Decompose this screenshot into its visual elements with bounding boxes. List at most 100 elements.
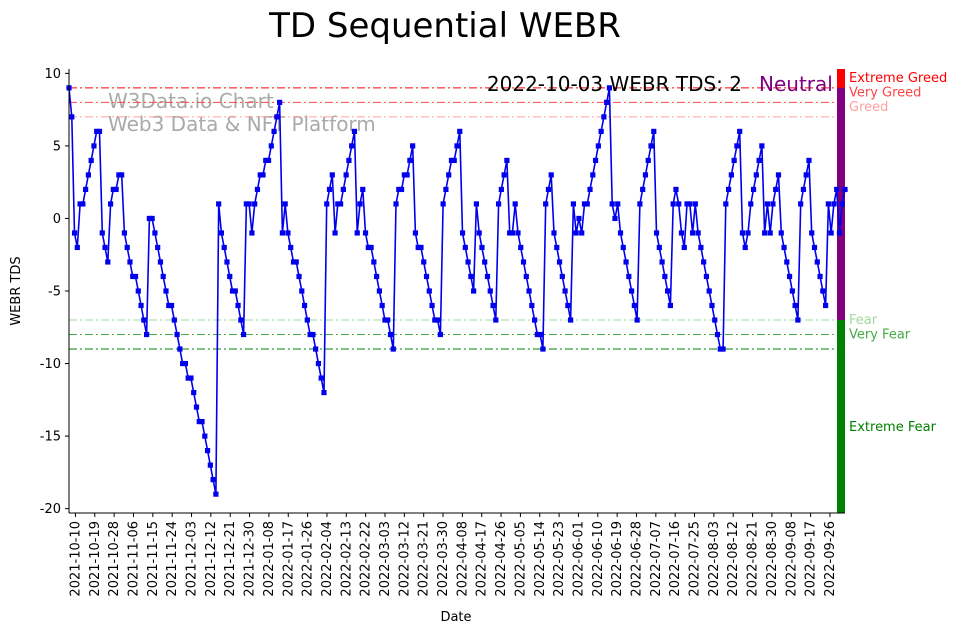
data-point-29 <box>146 215 152 222</box>
data-point-269 <box>811 244 818 251</box>
data-point-147 <box>473 201 479 207</box>
threshold-label-0: Extreme Greed <box>849 71 947 86</box>
data-point-62 <box>238 317 244 323</box>
data-point-222 <box>681 244 687 251</box>
data-point-280 <box>842 186 848 193</box>
x-tick-label-39: 2022-09-26 <box>823 521 838 597</box>
x-tick-label-26: 2022-06-01 <box>571 521 586 597</box>
data-point-48 <box>199 418 205 425</box>
data-point-162 <box>515 230 521 236</box>
data-point-5 <box>80 201 86 207</box>
data-point-108 <box>365 244 371 251</box>
data-point-86 <box>304 317 310 323</box>
data-point-279 <box>839 201 845 207</box>
x-tick-label-18: 2022-03-21 <box>417 521 432 597</box>
data-point-221 <box>678 230 685 236</box>
data-point-205 <box>634 317 640 323</box>
data-point-273 <box>823 302 829 309</box>
data-point-80 <box>288 244 294 251</box>
data-point-54 <box>216 201 222 207</box>
data-point-191 <box>595 143 601 149</box>
data-point-47 <box>196 418 202 425</box>
data-point-15 <box>107 201 114 207</box>
data-point-117 <box>390 346 396 352</box>
data-point-179 <box>562 288 568 294</box>
data-point-33 <box>157 259 164 265</box>
x-tick-label-1: 2021-10-19 <box>88 521 103 597</box>
x-tick-label-36: 2022-08-30 <box>765 521 780 597</box>
data-point-203 <box>629 288 635 294</box>
data-point-276 <box>831 201 837 207</box>
data-point-46 <box>193 404 200 410</box>
side-bar-segment-0 <box>837 69 845 88</box>
watermark-line-2: Web3 Data & NFT Platform <box>108 112 376 136</box>
x-tick-label-27: 2022-06-10 <box>591 521 606 597</box>
data-point-39 <box>174 331 180 338</box>
data-point-124 <box>410 143 416 149</box>
x-tick-label-6: 2021-12-03 <box>185 521 200 597</box>
y-ticks: 10 5 0 -5 -10 -15 -20 <box>40 67 69 517</box>
data-point-157 <box>501 172 507 178</box>
x-tick-label-2: 2021-10-28 <box>107 521 122 597</box>
x-tick-label-16: 2022-03-03 <box>378 521 393 597</box>
data-point-189 <box>590 172 596 178</box>
data-point-171 <box>540 346 546 352</box>
data-point-113 <box>379 302 385 309</box>
threshold-label-4: Very Fear <box>849 328 911 343</box>
data-point-136 <box>443 186 449 193</box>
data-point-177 <box>556 259 563 265</box>
threshold-label-1: Very Greed <box>849 85 921 100</box>
data-point-252 <box>764 201 770 207</box>
data-point-18 <box>116 172 122 178</box>
data-point-64 <box>243 201 249 207</box>
data-point-90 <box>315 360 322 367</box>
data-point-226 <box>692 201 698 207</box>
data-point-100 <box>343 172 349 178</box>
data-point-151 <box>484 273 491 280</box>
data-point-82 <box>293 259 299 265</box>
data-point-158 <box>504 157 510 164</box>
data-point-250 <box>759 143 765 149</box>
data-point-126 <box>415 244 421 251</box>
data-point-155 <box>495 201 502 207</box>
data-point-172 <box>543 201 549 207</box>
data-point-169 <box>534 331 540 338</box>
data-point-2 <box>71 230 78 236</box>
data-point-142 <box>459 230 466 236</box>
data-point-38 <box>171 317 177 323</box>
data-point-112 <box>376 288 382 294</box>
x-tick-label-20: 2022-04-08 <box>455 521 470 597</box>
data-point-135 <box>440 201 446 207</box>
data-point-106 <box>360 186 366 193</box>
data-point-247 <box>750 186 757 193</box>
data-point-53 <box>213 491 219 497</box>
data-point-187 <box>584 201 590 207</box>
data-point-28 <box>144 331 150 338</box>
data-point-41 <box>180 360 186 367</box>
data-point-174 <box>548 172 554 178</box>
data-point-206 <box>637 201 643 207</box>
data-point-95 <box>329 172 335 178</box>
data-point-202 <box>626 273 632 280</box>
data-point-257 <box>778 230 784 236</box>
data-point-67 <box>252 201 258 207</box>
data-point-274 <box>825 201 831 207</box>
annotation-text: 2022-10-03 WEBR TDS: 2 <box>487 72 742 96</box>
data-point-141 <box>457 128 463 134</box>
data-point-243 <box>739 230 746 236</box>
y-tick-label-4: -10 <box>40 357 61 372</box>
data-point-266 <box>803 172 809 178</box>
data-point-163 <box>518 244 524 251</box>
data-point-77 <box>279 230 285 236</box>
y-tick-label-3: -5 <box>48 285 61 300</box>
data-point-210 <box>648 143 654 149</box>
x-tick-label-15: 2022-02-22 <box>359 521 374 597</box>
data-point-99 <box>340 186 346 193</box>
data-point-11 <box>96 128 103 134</box>
data-point-198 <box>615 201 621 207</box>
data-point-78 <box>282 201 288 207</box>
data-point-213 <box>656 244 662 251</box>
data-point-254 <box>770 201 776 207</box>
data-point-8 <box>88 157 94 164</box>
